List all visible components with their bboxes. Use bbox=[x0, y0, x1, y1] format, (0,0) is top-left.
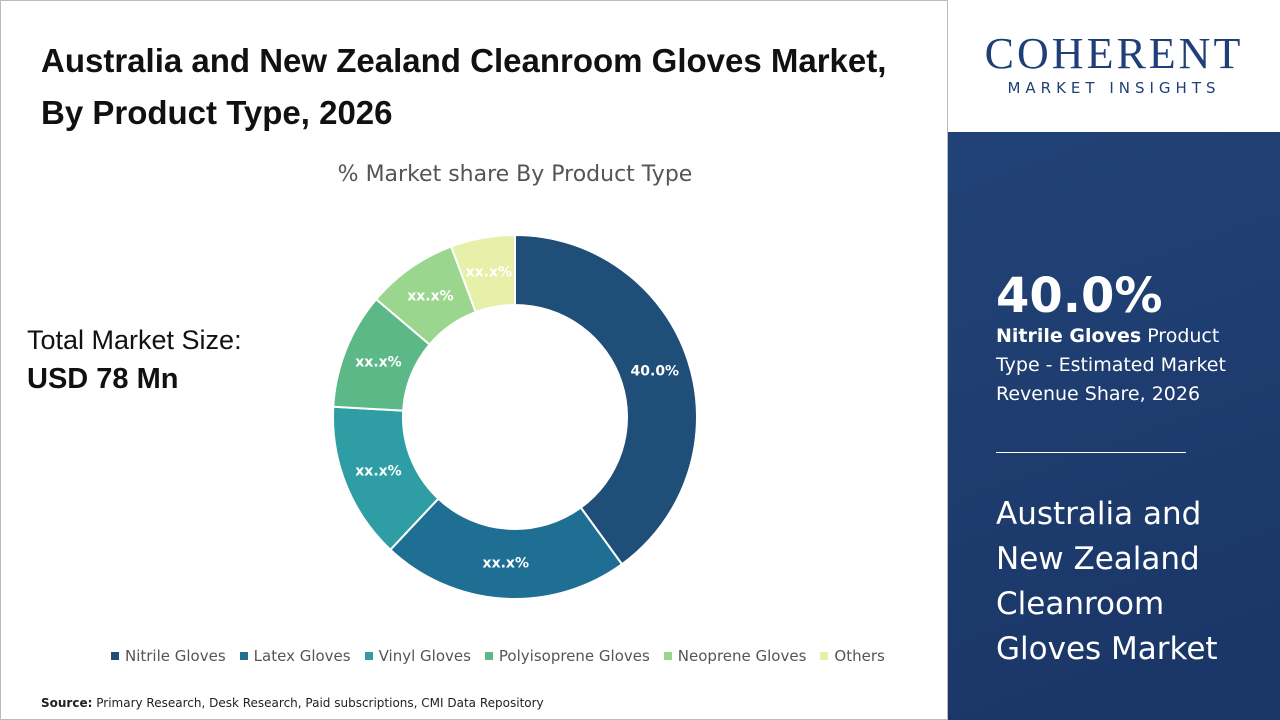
legend-swatch bbox=[364, 652, 373, 660]
data-label: xx.x% bbox=[355, 354, 401, 370]
legend-swatch bbox=[820, 652, 829, 660]
legend-label: Latex Gloves bbox=[253, 647, 351, 665]
side-panel: COHERENT MARKET INSIGHTS 40.0% Nitrile G… bbox=[948, 0, 1280, 720]
donut-segment bbox=[449, 233, 516, 314]
logo: COHERENT MARKET INSIGHTS bbox=[948, 0, 1280, 132]
legend-label: Nitrile Gloves bbox=[125, 647, 226, 665]
legend-swatch bbox=[663, 652, 672, 660]
legend-label: Vinyl Gloves bbox=[378, 647, 471, 665]
legend-item: Nitrile Gloves bbox=[111, 647, 226, 665]
highlight-description: Nitrile Gloves Product Type - Estimated … bbox=[996, 322, 1256, 409]
legend: Nitrile Gloves Latex Gloves Vinyl Gloves Po… bbox=[111, 647, 931, 665]
legend-label: Others bbox=[834, 647, 885, 665]
highlight-segment: Nitrile Gloves bbox=[996, 325, 1142, 347]
highlight-text: Product Type - Estimated Market Revenue … bbox=[996, 325, 1226, 405]
legend-item: Vinyl Gloves bbox=[364, 647, 471, 665]
legend-swatch bbox=[484, 652, 493, 660]
legend-item: Latex Gloves bbox=[239, 647, 351, 665]
chart-subtitle: % Market share By Product Type bbox=[338, 162, 693, 187]
legend-item: Others bbox=[820, 647, 885, 665]
market-name: Australia and New Zealand Cleanroom Glov… bbox=[996, 496, 1218, 667]
donut-segment bbox=[388, 497, 624, 600]
donut-segment bbox=[514, 233, 698, 566]
legend-label: Neoprene Gloves bbox=[677, 647, 807, 665]
logo-name: COHERENT bbox=[984, 29, 1244, 78]
page-title: Australia and New Zealand Cleanroom Glov… bbox=[41, 42, 887, 131]
legend-item: Neoprene Gloves bbox=[663, 647, 807, 665]
data-label: xx.x% bbox=[355, 464, 401, 480]
chart: % Market share By Product Type 40.0% xx.x… bbox=[332, 162, 698, 600]
logo-tagline: MARKET INSIGHTS bbox=[1007, 79, 1221, 97]
data-label: 40.0% bbox=[631, 364, 680, 380]
legend-label: Polyisoprene Gloves bbox=[498, 647, 650, 665]
source-label: Source: bbox=[41, 696, 93, 710]
legend-item: Polyisoprene Gloves bbox=[484, 647, 650, 665]
main-panel: Australia and New Zealand Cleanroom Glov… bbox=[0, 0, 948, 720]
divider bbox=[996, 452, 1186, 453]
data-label: xx.x% bbox=[483, 556, 529, 572]
source-text: Primary Research, Desk Research, Paid su… bbox=[96, 696, 544, 710]
data-label: xx.x% bbox=[466, 264, 512, 280]
market-size-value: USD 78 Mn bbox=[27, 363, 179, 395]
data-label: xx.x% bbox=[407, 289, 453, 305]
source: Source: Primary Research, Desk Research,… bbox=[41, 696, 544, 710]
highlight-stat: 40.0% bbox=[996, 268, 1163, 324]
legend-swatch bbox=[239, 652, 248, 660]
market-size-label: Total Market Size: bbox=[27, 325, 242, 355]
legend-swatch bbox=[111, 652, 119, 660]
